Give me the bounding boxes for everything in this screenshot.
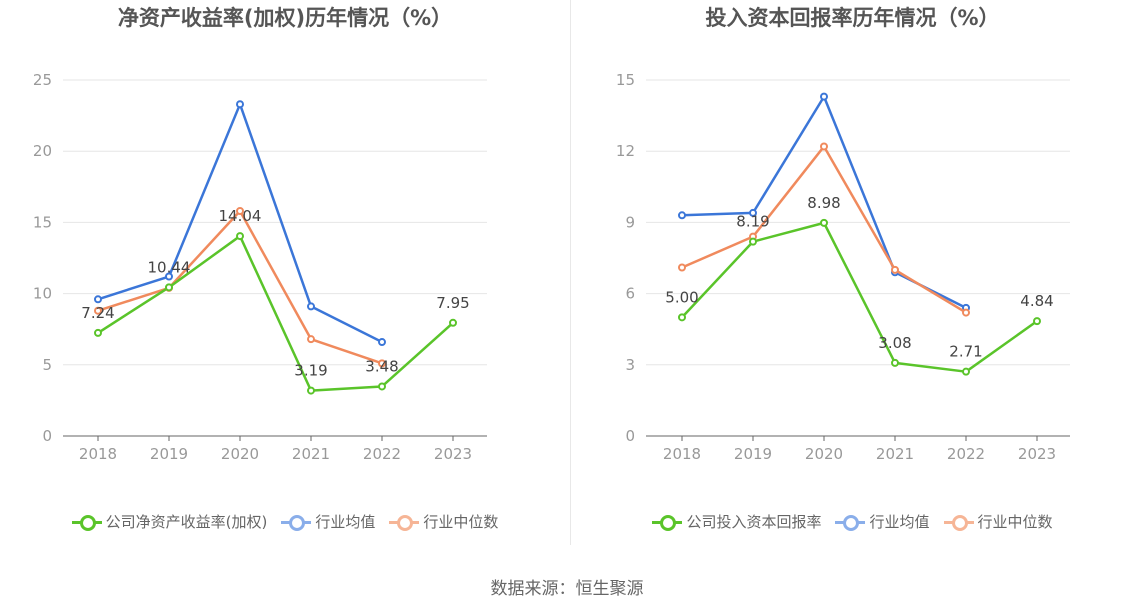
x-tick-label: 2022	[947, 445, 985, 463]
data-point-company	[891, 358, 899, 367]
data-point-industry_median	[307, 335, 315, 344]
x-tick-label: 2023	[434, 445, 472, 463]
data-point-company	[678, 313, 686, 322]
data-point-industry_median	[820, 142, 828, 151]
data-label-company: 7.24	[81, 304, 114, 322]
roe-chart-title: 净资产收益率(加权)历年情况（%）	[117, 6, 453, 30]
data-point-company	[165, 283, 173, 292]
data-label-company: 3.08	[878, 334, 911, 352]
legend-label-industry-avg: 行业均值	[869, 513, 930, 531]
data-label-company: 2.71	[949, 343, 982, 361]
data-label-company: 10.44	[148, 258, 191, 276]
data-label-company: 3.19	[294, 362, 327, 380]
roic-chart-title: 投入资本回报率历年情况（%）	[705, 6, 1000, 30]
series-line-company	[681, 221, 1038, 373]
data-point-company	[820, 218, 828, 227]
y-tick-label: 10	[33, 285, 52, 303]
y-tick-label: 9	[625, 213, 635, 231]
series-line-industry_median	[681, 145, 967, 314]
data-point-industry_avg	[378, 338, 386, 347]
roe-chart-panel: 净资产收益率(加权)历年情况（%） 0 5 10 15 20 25 2018 2019 2020…	[0, 0, 570, 545]
y-tick-label: 3	[625, 356, 635, 374]
data-point-company	[449, 318, 457, 327]
data-point-industry_avg	[94, 295, 102, 304]
x-tick-label: 2018	[79, 445, 117, 463]
roic-chart: 0 3 6 9 12 15 2018 2019 2020 2021 2022 2023 5.00 8.19…	[616, 71, 1070, 463]
x-tick-label: 2019	[150, 445, 188, 463]
roe-chart: 0 5 10 15 20 25 2018 2019 2020 2021 2022 2023 7.24 10…	[33, 71, 487, 463]
y-tick-label: 20	[33, 142, 52, 160]
data-label-company: 5.00	[665, 288, 698, 306]
legend-item-company-roic[interactable]: 公司投入资本回报率	[652, 511, 821, 532]
legend-marker-industry-median	[389, 512, 420, 532]
data-point-industry_avg	[678, 211, 686, 220]
data-point-industry_median	[962, 308, 970, 317]
y-tick-label: 25	[33, 71, 52, 89]
x-tick-label: 2021	[876, 445, 914, 463]
y-tick-label: 0	[42, 427, 52, 445]
legend-label-industry-avg: 行业均值	[315, 513, 376, 531]
y-tick-label: 15	[33, 213, 52, 231]
x-tick-label: 2022	[363, 445, 401, 463]
legend-item-company-roe[interactable]: 公司净资产收益率(加权)	[71, 511, 268, 532]
x-tick-label: 2018	[663, 445, 701, 463]
data-point-company	[378, 382, 386, 391]
y-tick-label: 0	[625, 427, 635, 445]
data-label-company: 3.48	[365, 357, 398, 375]
data-point-industry_median	[678, 263, 686, 272]
legend-marker-company	[652, 512, 683, 532]
y-tick-label: 6	[625, 285, 635, 303]
data-point-industry_avg	[236, 100, 244, 109]
y-tick-label: 5	[42, 356, 52, 374]
data-point-industry_median	[236, 207, 244, 216]
legend-marker-industry-avg	[281, 512, 312, 532]
data-source: 数据来源：恒生聚源	[490, 579, 644, 599]
data-point-industry_avg	[165, 272, 173, 281]
data-label-company: 14.04	[219, 207, 262, 225]
panel-divider	[570, 0, 571, 545]
data-point-company	[749, 237, 757, 246]
legend-label-company-roe: 公司净资产收益率(加权)	[105, 513, 268, 531]
data-point-industry_median	[378, 359, 386, 368]
y-tick-label: 12	[616, 142, 635, 160]
data-point-company	[1033, 317, 1041, 326]
series-line-company	[97, 234, 454, 392]
data-point-industry_avg	[749, 208, 757, 217]
data-point-company	[307, 386, 315, 395]
data-label-company: 4.84	[1020, 292, 1053, 310]
x-tick-label: 2020	[805, 445, 843, 463]
data-point-industry_avg	[307, 302, 315, 311]
legend-label-industry-median: 行业中位数	[977, 513, 1053, 531]
roic-chart-panel: 投入资本回报率历年情况（%） 0 3 6 9 12 15 2018 2019 2020 2021 2…	[571, 0, 1134, 545]
data-point-industry_median	[891, 265, 899, 274]
data-label-company: 8.19	[736, 213, 769, 231]
legend-label-company-roic: 公司投入资本回报率	[686, 513, 822, 531]
roic-legend: 公司投入资本回报率 行业均值 行业中位数	[571, 511, 1134, 532]
data-label-company: 8.98	[807, 194, 840, 212]
legend-marker-industry-median	[943, 512, 974, 532]
legend-item-industry-median[interactable]: 行业中位数	[389, 511, 498, 532]
x-tick-label: 2019	[734, 445, 772, 463]
data-label-company: 7.95	[436, 294, 469, 312]
x-tick-label: 2020	[221, 445, 259, 463]
legend-item-industry-median[interactable]: 行业中位数	[943, 511, 1053, 532]
roe-legend: 公司净资产收益率(加权) 行业均值 行业中位数	[0, 511, 570, 532]
legend-item-industry-avg[interactable]: 行业均值	[835, 511, 930, 532]
x-tick-label: 2023	[1018, 445, 1056, 463]
legend-marker-industry-avg	[835, 512, 866, 532]
x-tick-label: 2021	[292, 445, 330, 463]
data-point-company	[236, 232, 244, 241]
legend-label-industry-median: 行业中位数	[423, 513, 499, 531]
data-point-industry_median	[94, 306, 102, 315]
data-point-industry_avg	[820, 92, 828, 101]
y-tick-label: 15	[616, 71, 635, 89]
data-point-company	[962, 367, 970, 376]
data-point-company	[94, 328, 102, 337]
legend-marker-company	[71, 512, 102, 532]
legend-item-industry-avg[interactable]: 行业均值	[281, 511, 375, 532]
